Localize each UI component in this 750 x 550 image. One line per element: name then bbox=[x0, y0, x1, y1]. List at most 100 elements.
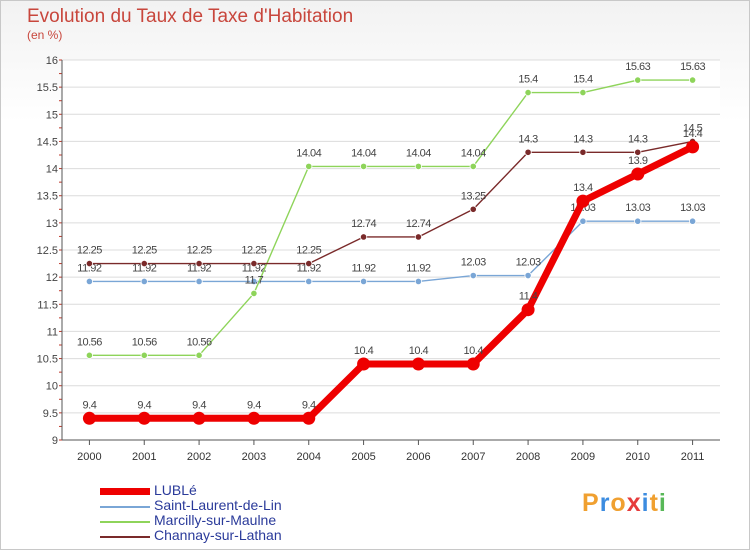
data-point bbox=[688, 76, 697, 84]
series-line bbox=[85, 143, 697, 422]
data-point bbox=[250, 259, 258, 268]
data-point bbox=[521, 303, 535, 317]
data-label: 14.3 bbox=[628, 133, 648, 145]
x-tick-label: 2004 bbox=[297, 451, 321, 463]
data-point bbox=[469, 205, 477, 213]
data-label: 10.56 bbox=[77, 336, 102, 348]
chart-title: Evolution du Taux de Taxe d'Habitation bbox=[27, 6, 354, 27]
data-point bbox=[466, 357, 480, 371]
logo-letter: t bbox=[649, 489, 659, 517]
legend-item: Saint-Laurent-de-Lin bbox=[100, 497, 360, 514]
data-label: 12.74 bbox=[406, 218, 431, 230]
data-point bbox=[576, 194, 590, 208]
data-label: 11.92 bbox=[77, 262, 102, 274]
data-point bbox=[524, 271, 532, 280]
y-tick-label: 10 bbox=[46, 381, 58, 393]
data-label: 11.92 bbox=[406, 262, 431, 274]
data-label: 12.03 bbox=[461, 257, 486, 269]
x-tick-label: 2000 bbox=[77, 451, 101, 463]
data-point bbox=[140, 259, 148, 268]
x-tick-label: 2003 bbox=[242, 451, 266, 463]
data-point bbox=[411, 357, 425, 371]
data-point bbox=[137, 411, 151, 425]
y-tick-label: 16 bbox=[46, 55, 58, 67]
y-tick-label: 9 bbox=[52, 435, 58, 447]
data-point bbox=[302, 411, 316, 425]
data-label: 15.63 bbox=[625, 61, 650, 73]
data-label: 12.03 bbox=[516, 257, 541, 269]
data-label: 12.25 bbox=[296, 245, 321, 257]
y-tick-label: 11 bbox=[47, 326, 58, 338]
x-tick-label: 2010 bbox=[626, 451, 650, 463]
data-label: 11.92 bbox=[132, 262, 157, 274]
data-label: 9.4 bbox=[302, 399, 316, 411]
data-label: 14.5 bbox=[683, 122, 703, 134]
data-point bbox=[524, 88, 532, 97]
data-label: 9.4 bbox=[83, 399, 97, 411]
data-point bbox=[85, 351, 94, 359]
x-tick-label: 2008 bbox=[516, 451, 540, 463]
y-tick-label: 9.5 bbox=[43, 408, 58, 420]
y-tick-label: 15.5 bbox=[37, 82, 58, 94]
y-tick-label: 15 bbox=[46, 109, 58, 121]
data-point bbox=[359, 162, 368, 170]
data-point bbox=[85, 277, 94, 286]
y-tick-label: 14 bbox=[46, 164, 58, 176]
data-label: 14.04 bbox=[461, 147, 486, 159]
data-point bbox=[195, 277, 203, 286]
legend-item: Channay-sur-Lathan bbox=[100, 527, 360, 544]
legend: LUBLé Saint-Laurent-de-Lin Marcilly-sur-Ma… bbox=[100, 482, 360, 544]
data-point bbox=[414, 277, 423, 286]
data-label: 10.4 bbox=[354, 345, 374, 357]
legend-swatch bbox=[100, 536, 150, 538]
data-label: 11.92 bbox=[351, 262, 376, 274]
data-point bbox=[688, 217, 697, 225]
data-point bbox=[192, 411, 206, 425]
data-label: 13.03 bbox=[680, 202, 705, 214]
data-label: 15.4 bbox=[573, 74, 593, 86]
data-label: 14.04 bbox=[406, 147, 431, 159]
data-label: 14.3 bbox=[573, 133, 593, 145]
data-label: 9.4 bbox=[137, 399, 151, 411]
data-point bbox=[686, 140, 700, 154]
data-label: 13.4 bbox=[573, 182, 593, 194]
logo-letter: i bbox=[641, 489, 650, 517]
data-point bbox=[250, 277, 258, 286]
data-point bbox=[359, 233, 368, 241]
legend-item: Marcilly-sur-Maulne bbox=[100, 512, 360, 529]
series-line bbox=[88, 220, 694, 283]
legend-label: Marcilly-sur-Maulne bbox=[154, 512, 277, 528]
y-tick-label: 13.5 bbox=[37, 191, 58, 203]
series-line bbox=[88, 140, 694, 265]
logo-letter: i bbox=[658, 489, 667, 517]
logo-letter: x bbox=[626, 489, 642, 517]
x-tick-label: 2009 bbox=[571, 451, 595, 463]
data-label: 11.92 bbox=[297, 262, 322, 274]
data-label: 11.7 bbox=[245, 274, 264, 286]
data-point bbox=[305, 162, 313, 170]
data-point bbox=[305, 277, 313, 286]
data-label: 12.74 bbox=[351, 218, 376, 230]
x-tick-label: 2002 bbox=[187, 451, 211, 463]
data-point bbox=[357, 357, 371, 371]
data-label: 12.25 bbox=[241, 245, 266, 257]
data-point bbox=[195, 259, 203, 268]
x-tick-label: 2005 bbox=[351, 451, 375, 463]
data-label: 12.25 bbox=[77, 245, 102, 257]
data-label: 14.4 bbox=[683, 128, 703, 140]
data-point bbox=[85, 259, 94, 268]
data-point bbox=[469, 162, 477, 170]
data-point bbox=[634, 148, 642, 156]
data-point bbox=[631, 167, 645, 181]
unit-note: (en %) bbox=[27, 28, 63, 42]
data-point bbox=[140, 351, 148, 359]
y-tick-label: 14.5 bbox=[37, 136, 58, 148]
data-point bbox=[579, 88, 587, 97]
data-label: 12.25 bbox=[187, 245, 212, 257]
data-point bbox=[250, 289, 258, 298]
y-tick-label: 10.5 bbox=[37, 354, 58, 366]
data-point bbox=[305, 259, 313, 268]
data-label: 15.4 bbox=[518, 74, 538, 86]
legend-label: LUBLé bbox=[154, 482, 197, 498]
